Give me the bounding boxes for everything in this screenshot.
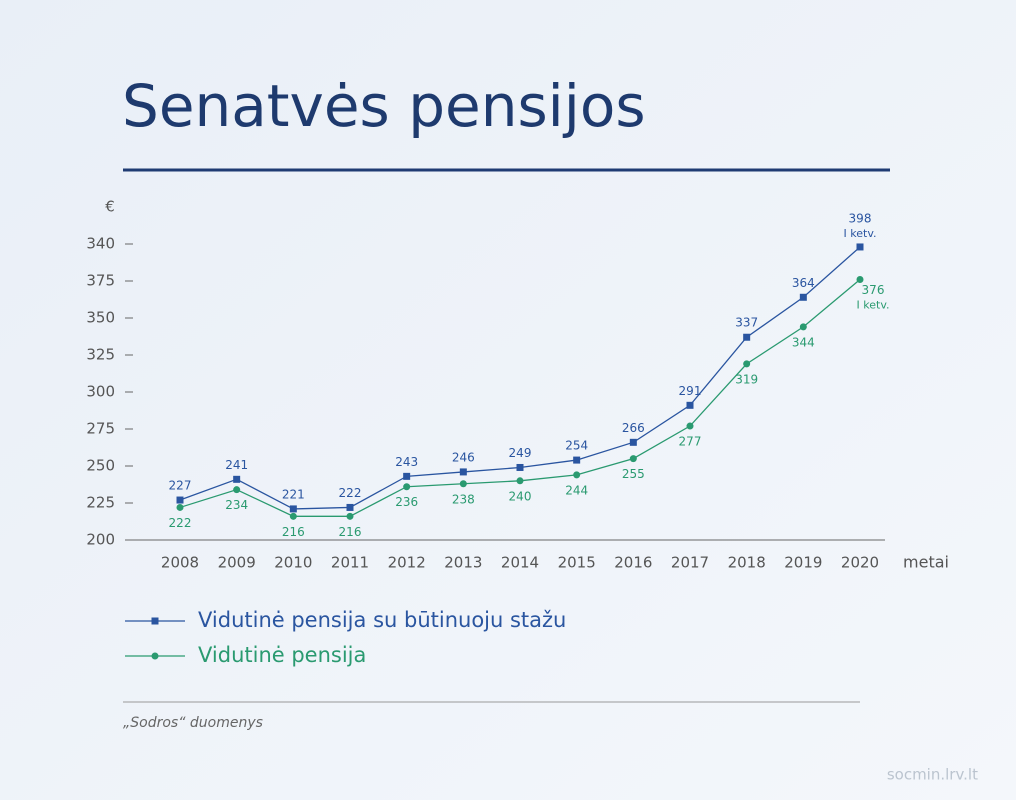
data-label: 216 [282,525,305,539]
marker [629,455,637,463]
y-tick-label: 275 [86,420,115,438]
marker [459,468,467,476]
data-label: 222 [339,486,362,500]
marker [516,463,524,471]
x-tick-label: 2009 [218,554,256,572]
y-axis-label: € [105,198,115,216]
data-label: 246 [452,450,475,464]
data-label: 376 [862,283,885,297]
marker [516,477,524,485]
data-label: 238 [452,492,475,506]
data-label: 364 [792,276,815,290]
annotation: I ketv. [857,299,890,312]
x-tick-label: 2020 [841,554,879,572]
y-tick-label: 225 [86,494,115,512]
data-label: 337 [735,316,758,330]
data-label: 234 [225,498,248,512]
marker [573,471,581,479]
data-label: 236 [395,495,418,509]
marker [459,480,467,488]
data-label: 319 [735,372,758,386]
data-label: 249 [509,446,532,460]
marker [233,475,241,483]
marker [686,422,694,430]
data-label: 344 [792,335,815,349]
x-tick-label: 2012 [388,554,426,572]
y-tick-label: 375 [86,272,115,290]
data-label: 227 [169,479,192,493]
data-label: 216 [339,525,362,539]
y-tick-label: 200 [86,531,115,549]
marker [573,456,581,464]
data-label: 266 [622,421,645,435]
source: „Sodros“ duomenys [123,715,263,731]
data-label: 291 [679,384,702,398]
y-tick-label: 350 [86,309,115,327]
website: socmin.lrv.lt [887,766,978,784]
x-tick-label: 2016 [614,554,652,572]
x-axis-label: metai [903,553,949,572]
y-tick-label: 325 [86,346,115,364]
data-label: 398 [849,211,872,225]
marker [233,486,241,494]
marker [289,505,297,513]
x-tick-label: 2019 [784,554,822,572]
x-tick-label: 2014 [501,554,539,572]
marker [176,496,184,504]
x-tick-label: 2010 [274,554,312,572]
marker [686,401,694,409]
x-tick-label: 2008 [161,554,199,572]
x-tick-label: 2013 [444,554,482,572]
marker [799,323,807,331]
marker [346,503,354,511]
data-label: 255 [622,467,645,481]
marker [176,503,184,511]
x-tick-label: 2011 [331,554,369,572]
data-label: 243 [395,455,418,469]
data-label: 240 [509,489,532,503]
marker [403,472,411,480]
chart-title: Senatvės pensijos [122,72,646,140]
data-label: 254 [565,439,588,453]
x-tick-label: 2015 [558,554,596,572]
annotation: I ketv. [844,227,877,240]
x-tick-label: 2017 [671,554,709,572]
legend-marker [151,652,159,660]
x-tick-label: 2018 [728,554,766,572]
data-label: 241 [225,458,248,472]
marker [743,333,751,341]
marker [856,276,864,284]
y-tick-label: 300 [86,383,115,401]
y-tick-label: 250 [86,457,115,475]
legend-marker [151,617,159,625]
marker [629,438,637,446]
marker [743,360,751,368]
marker [799,293,807,301]
marker [856,243,864,251]
legend-label: Vidutinė pensija su būtinuoju stažu [198,608,566,632]
data-label: 277 [679,435,702,449]
data-label: 244 [565,483,588,497]
data-label: 221 [282,487,305,501]
legend-label: Vidutinė pensija [198,643,366,667]
y-tick-label: 340 [86,235,115,253]
marker [289,512,297,520]
marker [346,512,354,520]
data-label: 222 [169,516,192,530]
marker [403,483,411,491]
